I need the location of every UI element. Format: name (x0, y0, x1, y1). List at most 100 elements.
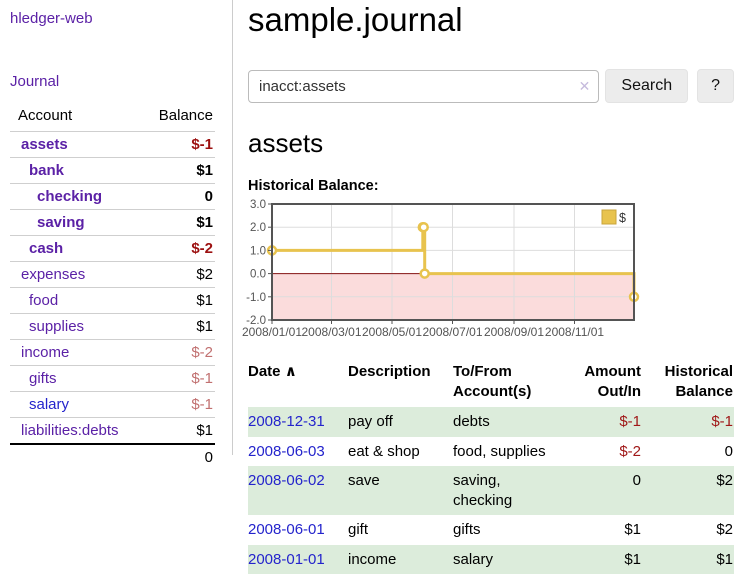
register-date-link[interactable]: 2008-12-31 (248, 413, 325, 430)
accounts-total-value: 0 (145, 443, 215, 470)
register-balance: $-1 (711, 413, 733, 430)
sidebar: hledger-web Journal Account Balance asse… (0, 0, 233, 470)
x-tick-label: 2008/01/01 (242, 325, 302, 339)
register-accounts: salary (453, 550, 494, 568)
account-row: liabilities:debts $1 (10, 417, 215, 444)
sidebar-item-journal[interactable]: Journal (10, 73, 60, 90)
legend-swatch (601, 209, 617, 225)
account-link[interactable]: cash (29, 240, 64, 257)
account-link[interactable]: bank (29, 162, 65, 179)
account-link[interactable]: food (29, 292, 59, 309)
register-description: pay off (348, 413, 393, 430)
y-tick-label: 3.0 (250, 199, 266, 211)
app-title-link[interactable]: hledger-web (10, 10, 93, 27)
register-row: 2008-06-01 gift gifts $1 $2 (248, 515, 734, 545)
account-row: gifts $-1 (10, 365, 215, 392)
account-balance: $2 (145, 261, 215, 288)
y-tick-label: -1.0 (246, 292, 266, 304)
register-row: 2008-12-31 pay off debts $-1 $-1 (248, 407, 734, 437)
account-balance: $1 (145, 209, 215, 236)
account-link[interactable]: checking (37, 188, 103, 205)
account-link[interactable]: saving (37, 214, 85, 231)
account-balance: $-1 (145, 131, 215, 158)
legend-label: $ (619, 211, 626, 225)
register-balance: $2 (716, 472, 733, 489)
account-row: cash $-2 (10, 235, 215, 262)
register-balance: $1 (716, 550, 733, 568)
register-amount: $-2 (619, 442, 641, 460)
register-header-balance: Historical Balance (664, 363, 733, 400)
accounts-header-balance: Balance (158, 107, 213, 124)
register-header-row: Date ∧ Description To/From Account(s) Am… (248, 360, 734, 407)
account-balance: $1 (145, 417, 215, 444)
account-balance: $1 (145, 157, 215, 184)
account-row: assets $-1 (10, 131, 215, 158)
page-title: sample.journal (248, 1, 463, 38)
accounts-total-spacer (10, 443, 146, 470)
accounts-table: Account Balance assets $-1 bank $1 checking 0… (10, 104, 215, 470)
x-tick-label: 2008/05/01 (362, 325, 422, 339)
account-row: checking 0 (10, 183, 215, 210)
register-amount: $1 (624, 521, 641, 538)
register-amount: $-1 (619, 413, 641, 430)
y-tick-label: 0.0 (250, 269, 266, 281)
data-point-marker (418, 221, 429, 233)
account-row: supplies $1 (10, 313, 215, 340)
balance-chart: 3.0 2.0 1.0 0.0 -1.0 -2.0 2008/01/01 2008/03/01… (242, 199, 640, 344)
register-row: 2008-06-03 eat & shop food, supplies $-2 0 (248, 437, 734, 467)
account-link[interactable]: assets (21, 136, 68, 153)
register-header-amount: Amount Out/In (584, 363, 641, 400)
register-accounts: debts (453, 413, 490, 430)
account-link[interactable]: income (21, 344, 70, 361)
register-description: gift (348, 521, 369, 538)
register-accounts: food, supplies (453, 442, 546, 460)
search-input[interactable] (248, 69, 600, 103)
chart-title: Historical Balance: (248, 178, 379, 194)
x-tick-label: 2008/03/01 (301, 325, 361, 339)
account-row: expenses $2 (10, 261, 215, 288)
account-link[interactable]: supplies (29, 318, 85, 335)
account-row: food $1 (10, 287, 215, 314)
x-tick-label: 2008/07/01 (422, 325, 482, 339)
register-table: Date ∧ Description To/From Account(s) Am… (248, 360, 734, 574)
help-button[interactable]: ? (697, 69, 734, 103)
register-balance: $2 (716, 521, 733, 538)
register-accounts: gifts (453, 521, 481, 538)
register-date-link[interactable]: 2008-01-01 (248, 550, 325, 568)
search-form: ✕ Search ? (248, 69, 734, 103)
account-row: bank $1 (10, 157, 215, 184)
account-link[interactable]: liabilities:debts (21, 422, 119, 439)
clear-search-icon[interactable]: ✕ (578, 77, 591, 94)
register-date-link[interactable]: 2008-06-03 (248, 442, 325, 460)
x-tick-label: 2008/11/01 (545, 325, 604, 339)
register-description: income (348, 550, 397, 568)
y-tick-label: 2.0 (250, 222, 266, 234)
register-header-accounts: To/From Account(s) (453, 363, 532, 400)
account-link[interactable]: gifts (29, 370, 57, 387)
register-amount: $1 (624, 550, 641, 568)
account-balance: $-2 (145, 235, 215, 262)
register-accounts: saving, checking (453, 472, 513, 509)
register-date-link[interactable]: 2008-06-01 (248, 521, 325, 538)
sort-asc-icon: ∧ (284, 363, 297, 380)
search-button[interactable]: Search (605, 69, 689, 103)
register-date-link[interactable]: 2008-06-02 (248, 472, 325, 489)
accounts-total-row: 0 (10, 443, 215, 470)
account-link[interactable]: salary (29, 396, 70, 413)
account-heading: assets (248, 128, 324, 158)
account-balance: $-1 (145, 391, 215, 418)
account-balance: $1 (145, 313, 215, 340)
main-content: sample.journal ✕ Search ? assets Histori… (242, 0, 734, 574)
y-tick-label: 1.0 (250, 245, 266, 257)
account-row: salary $-1 (10, 391, 215, 418)
register-description: save (348, 472, 380, 489)
register-header-date[interactable]: Date ∧ (248, 363, 297, 380)
accounts-header-account: Account (18, 107, 73, 124)
account-row: income $-2 (10, 339, 215, 366)
account-link[interactable]: expenses (21, 266, 86, 283)
x-tick-label: 2008/09/01 (484, 325, 544, 339)
register-description: eat & shop (348, 442, 420, 460)
account-row: saving $1 (10, 209, 215, 236)
register-row: 2008-01-01 income salary $1 $1 (248, 544, 734, 574)
